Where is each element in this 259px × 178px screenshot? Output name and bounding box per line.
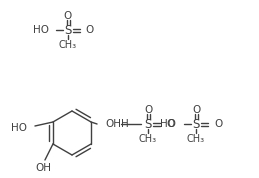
Text: O: O — [166, 119, 174, 129]
Text: OHH: OHH — [105, 119, 129, 129]
Text: S: S — [64, 23, 72, 36]
Text: O: O — [85, 25, 93, 35]
Text: O: O — [192, 105, 200, 115]
Text: S: S — [192, 117, 200, 130]
Text: CH₃: CH₃ — [139, 134, 157, 144]
Text: HO: HO — [160, 119, 176, 129]
Text: S: S — [144, 117, 152, 130]
Text: HO: HO — [33, 25, 49, 35]
Text: CH₃: CH₃ — [187, 134, 205, 144]
Text: O: O — [214, 119, 222, 129]
Text: O: O — [64, 11, 72, 21]
Text: O: O — [144, 105, 152, 115]
Text: OH: OH — [35, 163, 51, 173]
Text: HO: HO — [11, 123, 27, 133]
Text: CH₃: CH₃ — [59, 40, 77, 50]
